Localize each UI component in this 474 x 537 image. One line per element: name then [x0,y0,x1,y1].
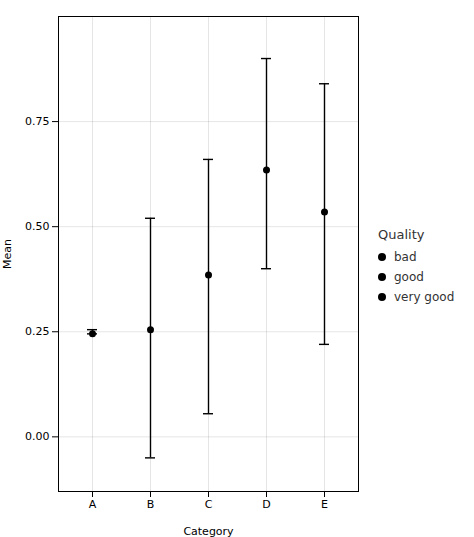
svg-text:C: C [205,498,213,511]
svg-text:0.25: 0.25 [25,325,50,338]
svg-text:A: A [89,498,97,511]
svg-text:D: D [262,498,270,511]
html-text:good: good [394,270,424,284]
html-text:very good: very good [394,290,455,304]
svg-text:Category: Category [183,525,234,537]
svg-text:Mean: Mean [1,239,14,269]
svg-text:0.50: 0.50 [25,220,50,233]
html-text:bad: bad [394,250,417,264]
svg-text:E: E [321,498,328,511]
svg-text:0.75: 0.75 [25,115,50,128]
svg-text:B: B [147,498,155,511]
html-text:Quality: Quality [378,227,425,242]
svg-text:0.00: 0.00 [25,430,50,443]
